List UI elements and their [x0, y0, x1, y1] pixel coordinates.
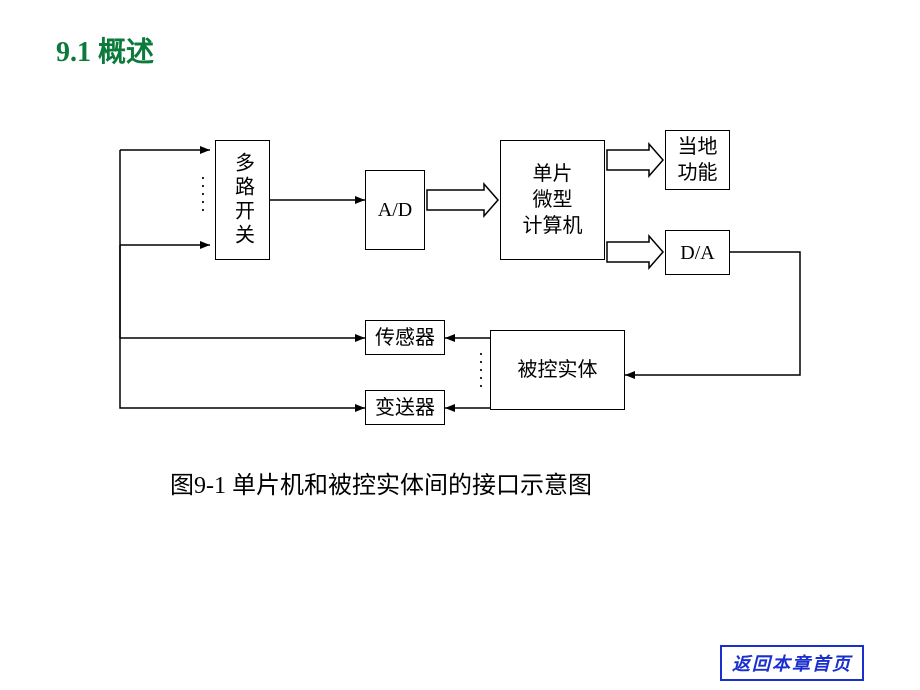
node-mcu-label: 单片 微型 计算机	[523, 161, 583, 239]
back-link-text: 返回本章首页	[732, 654, 852, 674]
back-to-chapter-link[interactable]: 返回本章首页	[720, 645, 864, 681]
node-da: D/A	[665, 230, 730, 275]
node-trans-label: 变送器	[375, 395, 435, 421]
node-sensor-label: 传感器	[375, 325, 435, 351]
node-mcu: 单片 微型 计算机	[500, 140, 605, 260]
vdots-0: · · · · ·	[200, 174, 206, 214]
node-ad: A/D	[365, 170, 425, 250]
node-mux: 多路开关	[215, 140, 270, 260]
node-ad-label: A/D	[378, 197, 412, 223]
node-sensor: 传感器	[365, 320, 445, 355]
figure-caption: 图9-1 单片机和被控实体间的接口示意图	[170, 465, 592, 500]
node-local-label: 当地 功能	[678, 134, 718, 186]
heading-text: 9.1 概述	[56, 37, 154, 68]
node-mux-label: 多路开关	[230, 152, 256, 248]
vdots-1: · · · · ·	[478, 350, 484, 390]
section-heading: 9.1 概述	[56, 30, 154, 70]
node-da-label: D/A	[680, 240, 714, 266]
node-local: 当地 功能	[665, 130, 730, 190]
caption-text: 图9-1 单片机和被控实体间的接口示意图	[170, 473, 592, 499]
node-plant-label: 被控实体	[518, 357, 598, 383]
node-plant: 被控实体	[490, 330, 625, 410]
node-trans: 变送器	[365, 390, 445, 425]
block-diagram: 多路开关 A/D 单片 微型 计算机 当地 功能 D/A 传感器变送器 被控实体 · · · …	[120, 120, 840, 440]
